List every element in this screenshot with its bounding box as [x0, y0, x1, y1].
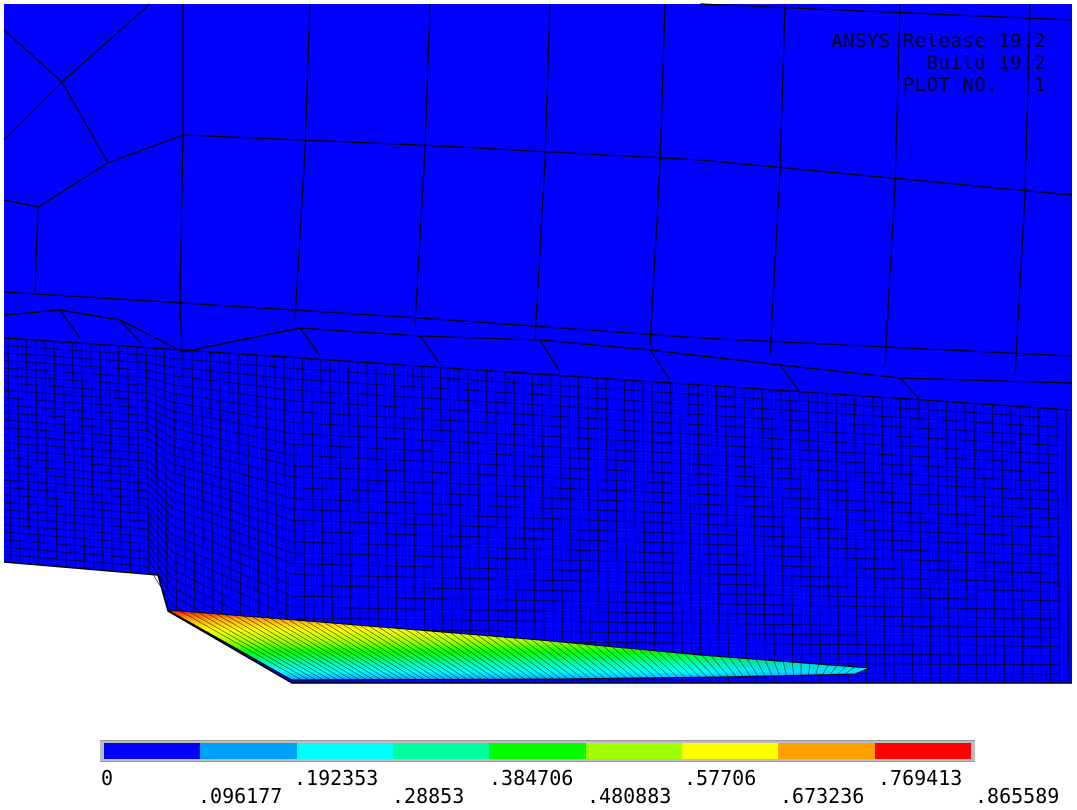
contour-legend-bar [100, 740, 975, 762]
legend-swatch-7 [681, 743, 779, 759]
legend-swatch-2 [200, 743, 297, 759]
legend-swatch-1 [104, 743, 201, 759]
legend-swatch-9 [874, 743, 971, 759]
legend-swatch-3 [296, 743, 393, 759]
legend-swatch-4 [392, 743, 490, 759]
ansys-info: ANSYS Release 19.2 Build 19.2 PLOT NO. 1 [831, 30, 1046, 96]
legend-label-bottom-4: .673236 [780, 784, 865, 808]
legend-label-top-4: .57706 [684, 766, 757, 790]
legend-label-top-1: 0 [101, 766, 114, 790]
legend-label-bottom-3: .480883 [587, 784, 672, 808]
legend-label-top-3: .384706 [489, 766, 574, 790]
legend-label-top-5: .769413 [878, 766, 963, 790]
model-outline [3, 561, 1072, 684]
fine-mesh-lines [3, 338, 1070, 684]
contour-patch-mesh [179, 610, 856, 681]
legend-label-bottom-2: .28853 [392, 784, 465, 808]
coarse-mesh-lines [3, 3, 1073, 411]
contour-patch-fade [168, 610, 870, 680]
contour-patch-outline [167, 609, 871, 681]
legend-label-top-2: .192353 [294, 766, 379, 790]
plot-number-label: PLOT NO. 1 [902, 74, 1046, 96]
legend-label-bottom-1: .096177 [198, 784, 283, 808]
legend-swatch-5 [489, 743, 586, 759]
legend-label-bottom-5: .865589 [975, 784, 1060, 808]
legend-swatch-8 [778, 743, 875, 759]
legend-swatch-6 [585, 743, 682, 759]
release-label: ANSYS Release 19.2 [831, 30, 1046, 52]
legend-swatches [104, 743, 971, 759]
build-label: Build 19.2 [926, 52, 1046, 74]
